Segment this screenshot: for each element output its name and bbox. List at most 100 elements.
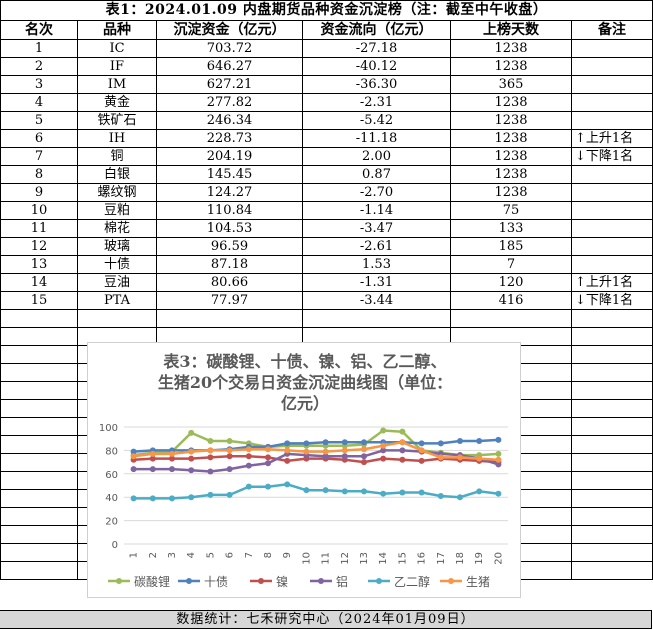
- cell-flow[interactable]: -11.18: [302, 129, 451, 148]
- empty-cell[interactable]: [0, 489, 78, 508]
- cell-days[interactable]: 1238: [450, 165, 572, 184]
- cell-note[interactable]: ↓下降1名: [570, 147, 653, 166]
- cell-fund[interactable]: 228.73: [156, 129, 303, 148]
- empty-cell[interactable]: [570, 435, 653, 454]
- cell-name[interactable]: 黄金: [77, 93, 157, 112]
- cell-fund[interactable]: 627.21: [156, 75, 303, 94]
- cell-note[interactable]: ↓下降1名: [570, 291, 653, 310]
- cell-fund[interactable]: 646.27: [156, 57, 303, 76]
- cell-days[interactable]: 120: [450, 273, 572, 292]
- empty-cell[interactable]: [570, 561, 653, 580]
- cell-rank[interactable]: 4: [0, 93, 78, 112]
- empty-cell[interactable]: [0, 453, 78, 472]
- empty-cell[interactable]: [570, 309, 653, 328]
- empty-cell[interactable]: [0, 309, 78, 328]
- cell-flow[interactable]: -2.70: [302, 183, 451, 202]
- empty-cell[interactable]: [0, 345, 78, 364]
- empty-cell[interactable]: [0, 507, 78, 526]
- empty-cell[interactable]: [0, 471, 78, 490]
- header-flow[interactable]: 资金流向（亿元）: [302, 20, 451, 40]
- empty-cell[interactable]: [0, 561, 78, 580]
- cell-note[interactable]: [570, 165, 653, 184]
- cell-name[interactable]: 铜: [77, 147, 157, 166]
- empty-cell[interactable]: [570, 543, 653, 562]
- cell-days[interactable]: 1238: [450, 183, 572, 202]
- header-name[interactable]: 品种: [77, 20, 157, 40]
- cell-name[interactable]: 棉花: [77, 219, 157, 238]
- empty-cell[interactable]: [0, 399, 78, 418]
- empty-cell[interactable]: [0, 381, 78, 400]
- empty-cell[interactable]: [0, 543, 78, 562]
- fund-trend-chart[interactable]: 表3：碳酸锂、十债、镍、铝、乙二醇、 生猪20个交易日资金沉淀曲线图（单位： 亿元）…: [87, 342, 521, 598]
- cell-fund[interactable]: 110.84: [156, 201, 303, 220]
- empty-cell[interactable]: [570, 399, 653, 418]
- cell-rank[interactable]: 12: [0, 237, 78, 256]
- cell-flow[interactable]: -27.18: [302, 39, 451, 58]
- empty-cell[interactable]: [0, 363, 78, 382]
- cell-flow[interactable]: -40.12: [302, 57, 451, 76]
- cell-fund[interactable]: 77.97: [156, 291, 303, 310]
- empty-cell[interactable]: [570, 471, 653, 490]
- cell-note[interactable]: [570, 219, 653, 238]
- cell-flow[interactable]: -1.14: [302, 201, 451, 220]
- header-fund[interactable]: 沉淀资金（亿元）: [156, 20, 303, 40]
- cell-fund[interactable]: 124.27: [156, 183, 303, 202]
- cell-days[interactable]: 1238: [450, 57, 572, 76]
- cell-note[interactable]: [570, 201, 653, 220]
- cell-name[interactable]: 豆油: [77, 273, 157, 292]
- empty-cell[interactable]: [450, 309, 572, 328]
- cell-rank[interactable]: 1: [0, 39, 78, 58]
- cell-fund[interactable]: 87.18: [156, 255, 303, 274]
- empty-cell[interactable]: [156, 309, 303, 328]
- cell-name[interactable]: IM: [77, 75, 157, 94]
- cell-days[interactable]: 365: [450, 75, 572, 94]
- cell-days[interactable]: 7: [450, 255, 572, 274]
- cell-note[interactable]: [570, 93, 653, 112]
- cell-flow[interactable]: -2.31: [302, 93, 451, 112]
- cell-note[interactable]: [570, 75, 653, 94]
- cell-flow[interactable]: -3.44: [302, 291, 451, 310]
- cell-name[interactable]: 豆粕: [77, 201, 157, 220]
- cell-name[interactable]: PTA: [77, 291, 157, 310]
- cell-days[interactable]: 416: [450, 291, 572, 310]
- cell-flow[interactable]: 0.87: [302, 165, 451, 184]
- cell-rank[interactable]: 10: [0, 201, 78, 220]
- cell-rank[interactable]: 3: [0, 75, 78, 94]
- cell-name[interactable]: 铁矿石: [77, 111, 157, 130]
- cell-days[interactable]: 1238: [450, 93, 572, 112]
- cell-days[interactable]: 1238: [450, 39, 572, 58]
- cell-fund[interactable]: 703.72: [156, 39, 303, 58]
- empty-cell[interactable]: [570, 381, 653, 400]
- cell-flow[interactable]: 1.53: [302, 255, 451, 274]
- cell-name[interactable]: IC: [77, 39, 157, 58]
- cell-rank[interactable]: 6: [0, 129, 78, 148]
- empty-cell[interactable]: [570, 507, 653, 526]
- cell-flow[interactable]: -36.30: [302, 75, 451, 94]
- cell-fund[interactable]: 277.82: [156, 93, 303, 112]
- cell-name[interactable]: IF: [77, 57, 157, 76]
- cell-days[interactable]: 133: [450, 219, 572, 238]
- cell-name[interactable]: 螺纹钢: [77, 183, 157, 202]
- cell-rank[interactable]: 2: [0, 57, 78, 76]
- cell-note[interactable]: [570, 57, 653, 76]
- cell-fund[interactable]: 204.19: [156, 147, 303, 166]
- empty-cell[interactable]: [570, 489, 653, 508]
- cell-name[interactable]: 玻璃: [77, 237, 157, 256]
- empty-cell[interactable]: [570, 327, 653, 346]
- cell-note[interactable]: ↑上升1名: [570, 129, 653, 148]
- empty-cell[interactable]: [570, 417, 653, 436]
- cell-rank[interactable]: 7: [0, 147, 78, 166]
- cell-rank[interactable]: 5: [0, 111, 78, 130]
- cell-note[interactable]: ↑上升1名: [570, 273, 653, 292]
- cell-fund[interactable]: 246.34: [156, 111, 303, 130]
- cell-fund[interactable]: 80.66: [156, 273, 303, 292]
- cell-fund[interactable]: 104.53: [156, 219, 303, 238]
- empty-cell[interactable]: [570, 525, 653, 544]
- header-rank[interactable]: 名次: [0, 20, 78, 40]
- cell-days[interactable]: 185: [450, 237, 572, 256]
- empty-cell[interactable]: [77, 309, 157, 328]
- cell-name[interactable]: 十债: [77, 255, 157, 274]
- cell-rank[interactable]: 8: [0, 165, 78, 184]
- cell-rank[interactable]: 15: [0, 291, 78, 310]
- cell-flow[interactable]: -2.61: [302, 237, 451, 256]
